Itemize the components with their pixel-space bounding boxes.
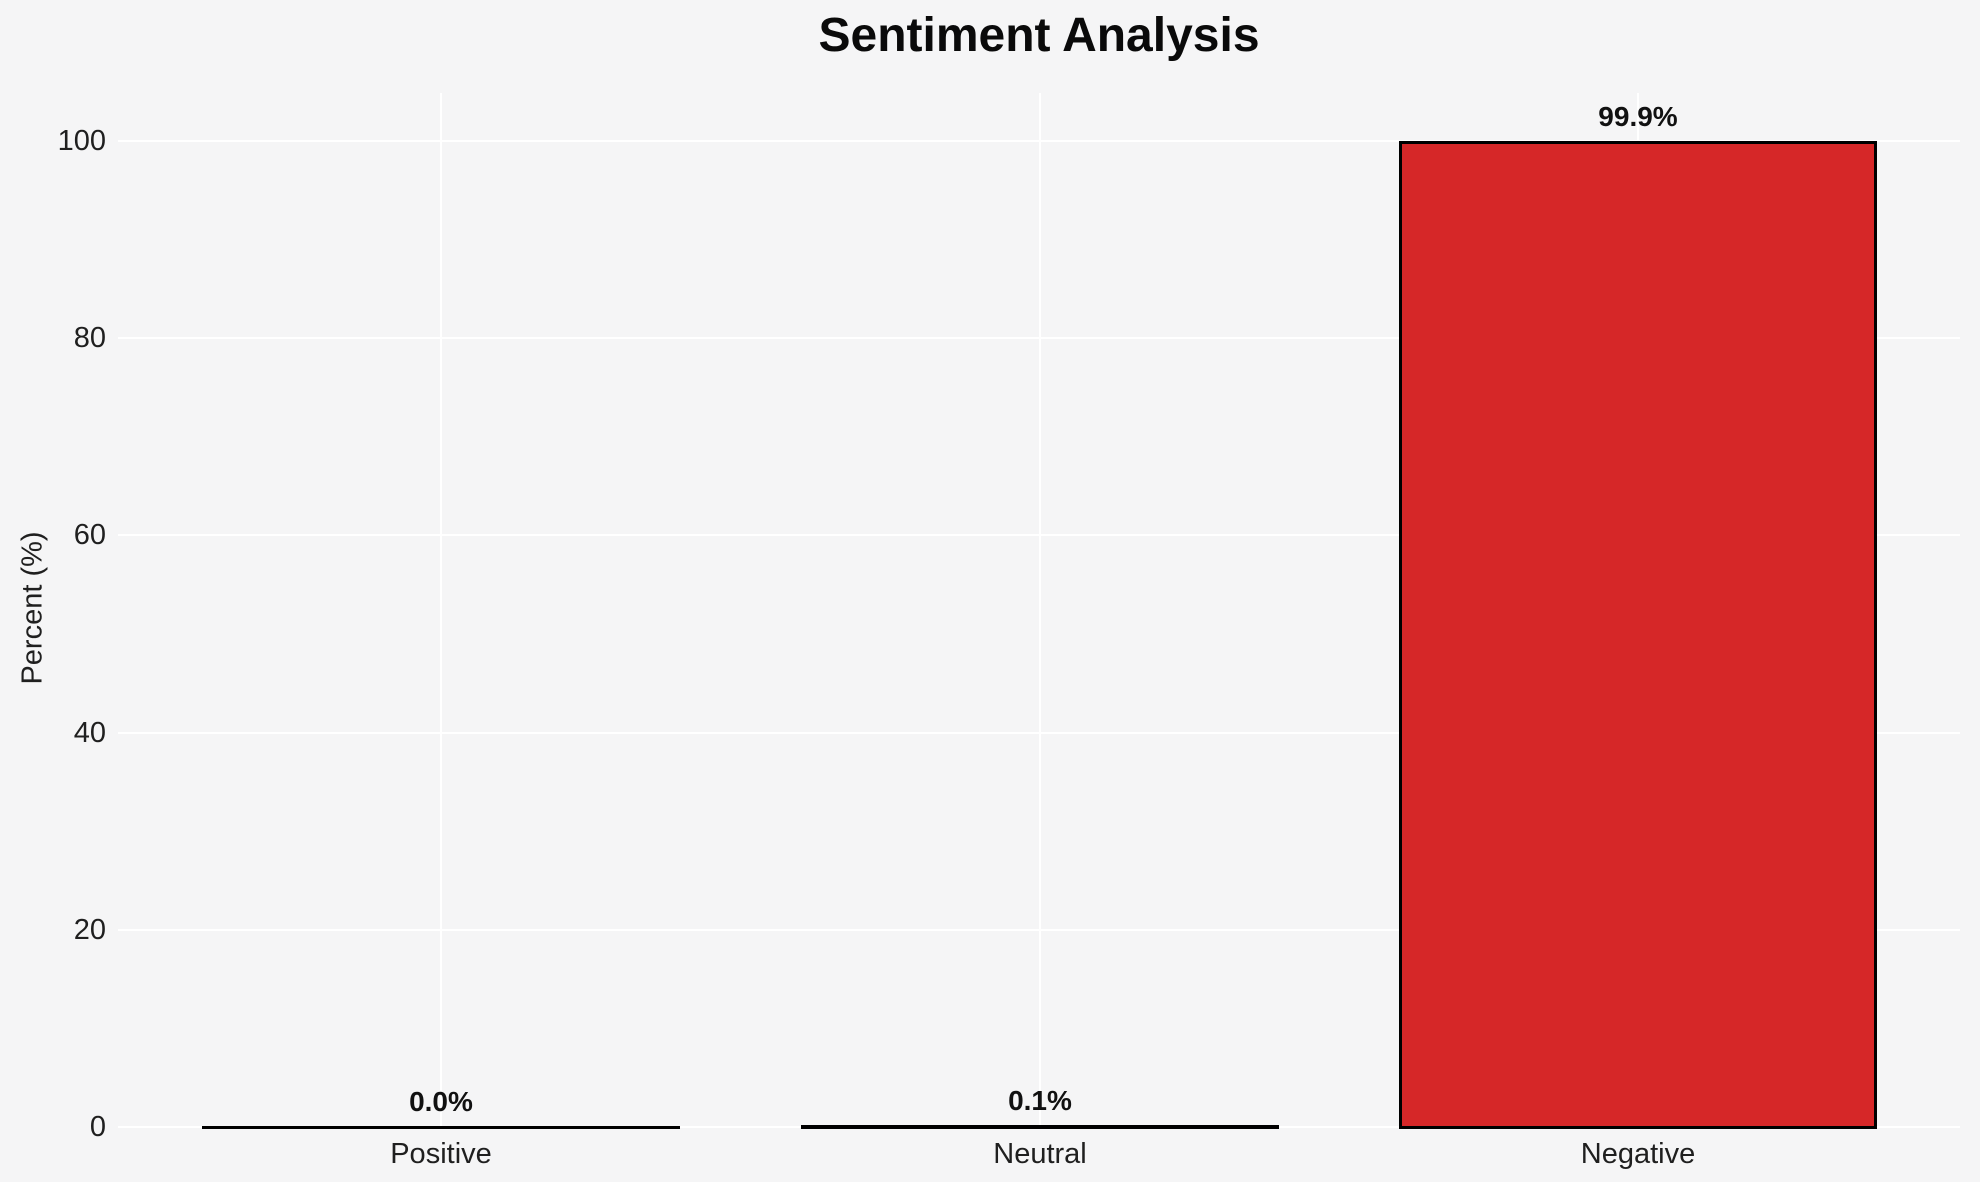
x-tick-label-neutral: Neutral (993, 1138, 1087, 1170)
bar-value-label: 0.0% (409, 1086, 473, 1117)
y-gridline-100 (118, 140, 1960, 142)
bar-value-label: 0.1% (1008, 1085, 1072, 1116)
y-gridline-20 (118, 928, 1960, 931)
x-gridline-positive (440, 93, 442, 1127)
y-tick-label: 40 (73, 716, 106, 749)
y-tick-label: 100 (57, 125, 106, 157)
bar-value-label: 99.9% (1598, 101, 1678, 132)
x-gridline-neutral (1039, 93, 1041, 1127)
x-tick-label-positive: Positive (390, 1138, 492, 1170)
bar-positive (202, 1126, 680, 1129)
y-tick-label: 80 (73, 322, 106, 355)
y-tick-label: 20 (73, 913, 106, 946)
x-tick-label-negative: Negative (1580, 1138, 1696, 1170)
y-tick-label: 60 (73, 519, 106, 552)
chart-title: Sentiment Analysis (818, 9, 1260, 62)
y-gridline-40 (118, 731, 1960, 734)
bar-negative (1399, 141, 1877, 1129)
y-gridline-60 (118, 534, 1960, 537)
bar-neutral (801, 1125, 1279, 1129)
y-tick-label: 0 (89, 1111, 106, 1143)
y-gridline-80 (118, 337, 1960, 340)
